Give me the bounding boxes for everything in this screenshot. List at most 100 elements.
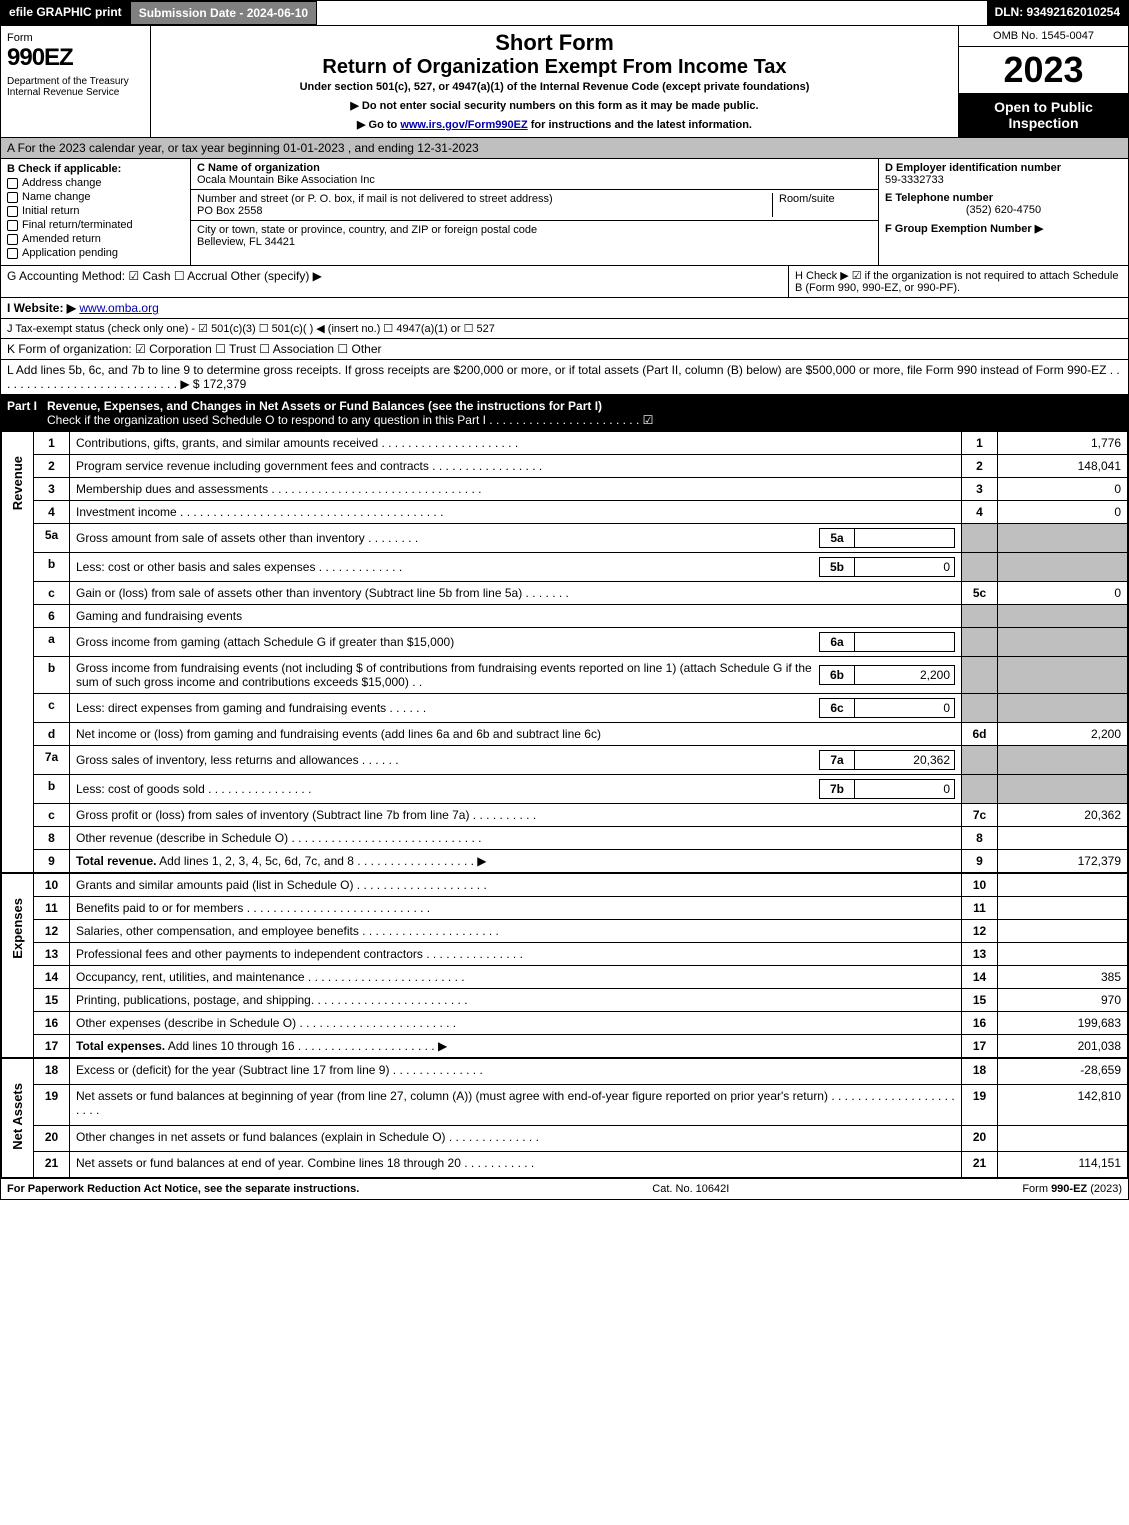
line-number: 4 [34, 501, 70, 524]
line-number: 19 [34, 1084, 70, 1125]
line-value [998, 657, 1128, 694]
table-row: 14Occupancy, rent, utilities, and mainte… [2, 966, 1128, 989]
right-line-number: 13 [962, 943, 998, 966]
right-line-number: 9 [962, 850, 998, 873]
city-row: City or town, state or province, country… [191, 221, 878, 251]
line-description: Net income or (loss) from gaming and fun… [70, 723, 962, 746]
line-number: c [34, 582, 70, 605]
right-line-number: 5c [962, 582, 998, 605]
ein: 59-3332733 [885, 174, 944, 186]
line-h: H Check ▶ ☑ if the organization is not r… [788, 266, 1128, 297]
section-a: A For the 2023 calendar year, or tax yea… [1, 137, 1128, 158]
line-number: 10 [34, 874, 70, 897]
part-title: Revenue, Expenses, and Changes in Net As… [47, 399, 653, 427]
table-row: 3Membership dues and assessments . . . .… [2, 478, 1128, 501]
line-value [998, 874, 1128, 897]
table-row: aGross income from gaming (attach Schedu… [2, 628, 1128, 657]
chk-label: Name change [22, 191, 91, 203]
table-row: 19Net assets or fund balances at beginni… [2, 1084, 1128, 1125]
right-line-number: 20 [962, 1126, 998, 1152]
right-line-number: 7c [962, 804, 998, 827]
line-l: L Add lines 5b, 6c, and 7b to line 9 to … [1, 359, 1128, 394]
line-value [998, 1126, 1128, 1152]
line-value [998, 943, 1128, 966]
website-label: I Website: ▶ [7, 301, 76, 315]
department: Department of the Treasury Internal Reve… [7, 76, 144, 98]
sub-line-value: 0 [855, 557, 955, 577]
org-name: Ocala Mountain Bike Association Inc [197, 174, 375, 186]
right-line-number: 19 [962, 1084, 998, 1125]
line-number: c [34, 694, 70, 723]
line-k: K Form of organization: ☑ Corporation ☐ … [1, 338, 1128, 359]
line-description: Less: direct expenses from gaming and fu… [70, 694, 962, 723]
sub-line-number: 6a [819, 632, 855, 652]
table-row: 17Total expenses. Add lines 10 through 1… [2, 1035, 1128, 1058]
right-line-number: 21 [962, 1151, 998, 1177]
side-label: Revenue [2, 432, 34, 873]
header-center: Short Form Return of Organization Exempt… [151, 26, 958, 137]
line-description: Gross income from gaming (attach Schedul… [70, 628, 962, 657]
line-number: 13 [34, 943, 70, 966]
chk-application-pending[interactable]: Application pending [7, 247, 184, 259]
form-number: 990EZ [7, 44, 144, 72]
chk-name-change[interactable]: Name change [7, 191, 184, 203]
line-value: 201,038 [998, 1035, 1128, 1058]
line-value: 142,810 [998, 1084, 1128, 1125]
right-line-number [962, 524, 998, 553]
line-value: 199,683 [998, 1012, 1128, 1035]
chk-initial-return[interactable]: Initial return [7, 205, 184, 217]
line-value [998, 897, 1128, 920]
line-number: 6 [34, 605, 70, 628]
title-short-form: Short Form [159, 30, 950, 56]
col-d: D Employer identification number 59-3332… [878, 159, 1128, 265]
line-value: 0 [998, 582, 1128, 605]
table-row: 4Investment income . . . . . . . . . . .… [2, 501, 1128, 524]
table-row: 16Other expenses (describe in Schedule O… [2, 1012, 1128, 1035]
line-description: Printing, publications, postage, and shi… [70, 989, 962, 1012]
chk-final-return[interactable]: Final return/terminated [7, 219, 184, 231]
efile-label: efile GRAPHIC print [1, 1, 130, 25]
chk-address-change[interactable]: Address change [7, 177, 184, 189]
col-b-label: B Check if applicable: [7, 163, 184, 175]
line-value: 1,776 [998, 432, 1128, 455]
line-value [998, 775, 1128, 804]
table-row: 13Professional fees and other payments t… [2, 943, 1128, 966]
line-description: Net assets or fund balances at beginning… [70, 1084, 962, 1125]
chk-amended-return[interactable]: Amended return [7, 233, 184, 245]
submission-date: Submission Date - 2024-06-10 [130, 1, 317, 25]
line-value: 148,041 [998, 455, 1128, 478]
right-line-number: 14 [962, 966, 998, 989]
table-row: 9Total revenue. Add lines 1, 2, 3, 4, 5c… [2, 850, 1128, 873]
footer-center: Cat. No. 10642I [652, 1183, 729, 1195]
line-description: Less: cost or other basis and sales expe… [70, 553, 962, 582]
phone-row: E Telephone number (352) 620-4750 [879, 189, 1128, 219]
line-number: 7a [34, 746, 70, 775]
chk-label: Address change [22, 177, 102, 189]
part-i-header: Part I Revenue, Expenses, and Changes in… [1, 394, 1128, 431]
website-link[interactable]: www.omba.org [79, 301, 158, 315]
line-number: 15 [34, 989, 70, 1012]
revenue-table: Revenue1Contributions, gifts, grants, an… [1, 431, 1128, 873]
right-line-number [962, 657, 998, 694]
right-line-number: 10 [962, 874, 998, 897]
right-line-number [962, 553, 998, 582]
footer-left: For Paperwork Reduction Act Notice, see … [7, 1183, 359, 1195]
line-description: Excess or (deficit) for the year (Subtra… [70, 1059, 962, 1085]
chk-label: Final return/terminated [22, 219, 133, 231]
line-i: I Website: ▶ www.omba.org [1, 297, 1128, 318]
side-label: Net Assets [2, 1059, 34, 1178]
table-row: bLess: cost of goods sold . . . . . . . … [2, 775, 1128, 804]
f-label: F Group Exemption Number ▶ [885, 223, 1043, 235]
street-label: Number and street (or P. O. box, if mail… [197, 193, 553, 205]
right-line-number: 8 [962, 827, 998, 850]
right-line-number: 4 [962, 501, 998, 524]
line-description: Gross sales of inventory, less returns a… [70, 746, 962, 775]
line-description: Benefits paid to or for members . . . . … [70, 897, 962, 920]
irs-link[interactable]: www.irs.gov/Form990EZ [400, 119, 527, 131]
c-name-label: C Name of organization [197, 162, 320, 174]
table-row: 7aGross sales of inventory, less returns… [2, 746, 1128, 775]
line-description: Other revenue (describe in Schedule O) .… [70, 827, 962, 850]
table-row: 2Program service revenue including gover… [2, 455, 1128, 478]
line-value: -28,659 [998, 1059, 1128, 1085]
line-description: Gain or (loss) from sale of assets other… [70, 582, 962, 605]
